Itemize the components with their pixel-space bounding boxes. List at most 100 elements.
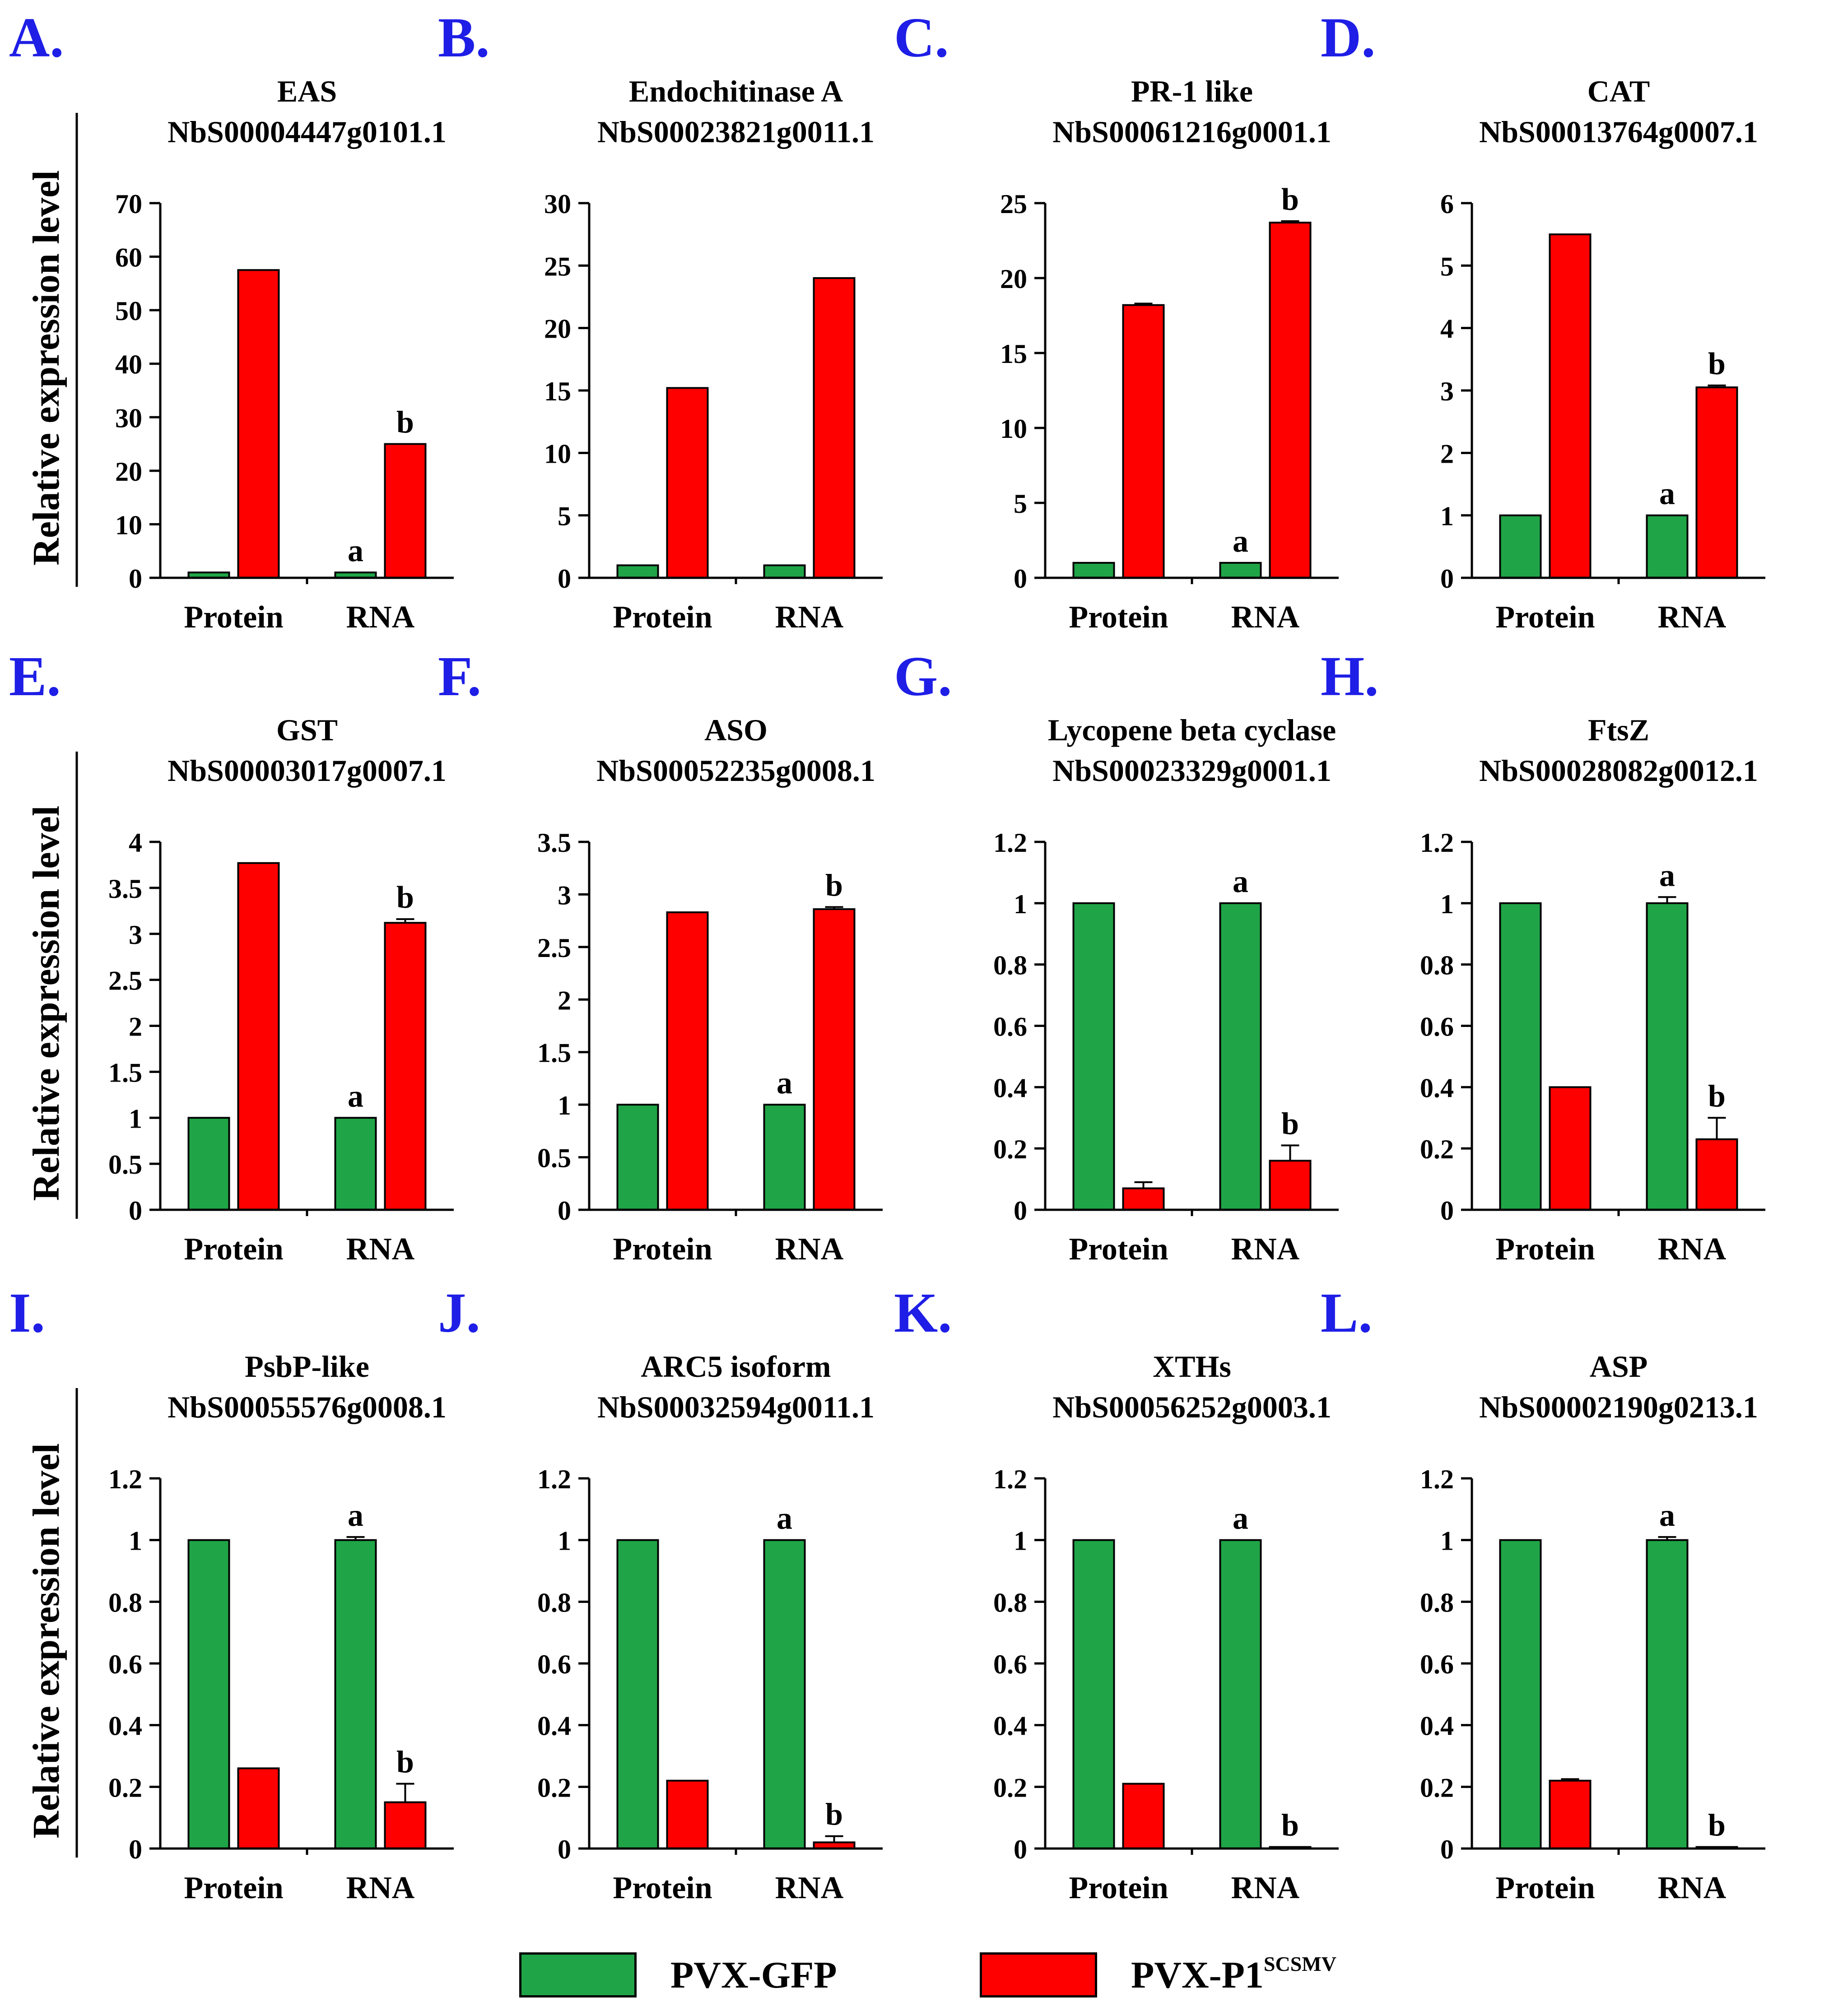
y-axis-title-row-2: Relative expression level — [25, 806, 67, 1201]
bar-d-rna-pvx-p1 — [1695, 386, 1738, 579]
panel-letter-f: F. — [438, 646, 481, 708]
x-tick-label-b: RNA — [775, 600, 844, 635]
bar-b-rna-pvx-p1 — [813, 277, 856, 579]
legend-label-pvx-gfp: PVX-GFP — [670, 1954, 837, 1996]
bar-b-protein-pvx-gfp — [616, 564, 659, 579]
y-tick-label-a: 0 — [129, 564, 142, 594]
x-tick-label-d: RNA — [1658, 600, 1727, 635]
bar-g-rna-pvx-p1 — [1269, 1160, 1312, 1211]
bar-f-protein-pvx-p1 — [666, 911, 709, 1211]
bar-a-rna-pvx-p1 — [384, 443, 427, 579]
x-tick-label-f: RNA — [775, 1232, 844, 1267]
chart-title-i: PsbP-like — [245, 1349, 369, 1384]
y-tick-label-d: 3 — [1440, 376, 1454, 406]
x-tick-label-k: Protein — [1069, 1871, 1168, 1905]
x-tick-label-j: RNA — [775, 1871, 844, 1905]
chart-subtitle-k: NbS00056252g0003.1 — [1052, 1390, 1331, 1424]
y-tick-label-a: 50 — [115, 296, 142, 326]
y-tick-label-d: 4 — [1440, 314, 1454, 344]
y-tick-label-e: 3.5 — [108, 874, 142, 904]
bar-c-protein-pvx-p1 — [1122, 304, 1165, 579]
y-tick-label-e: 4 — [129, 828, 142, 858]
chart-title-e: GST — [276, 713, 338, 747]
y-tick-label-f: 3.5 — [537, 828, 571, 858]
y-tick-label-a: 70 — [115, 189, 142, 219]
bar-f-rna-pvx-p1 — [813, 908, 856, 1211]
y-tick-label-c: 0 — [1014, 564, 1027, 594]
panel-letter-d: D. — [1321, 7, 1376, 69]
bar-a-protein-pvx-p1 — [237, 269, 280, 579]
bar-k-protein-pvx-p1 — [1122, 1783, 1165, 1849]
x-tick-label-g: RNA — [1231, 1232, 1300, 1267]
y-tick-label-a: 10 — [115, 510, 142, 540]
y-tick-label-i: 1.2 — [108, 1464, 142, 1494]
y-tick-label-i: 1 — [129, 1526, 142, 1556]
y-tick-label-f: 1 — [558, 1091, 571, 1120]
significance-label-h: b — [1708, 1079, 1726, 1114]
chart-subtitle-a: NbS00004447g0101.1 — [168, 115, 447, 149]
y-tick-label-h: 0 — [1440, 1196, 1454, 1226]
panel-letter-i: I. — [9, 1282, 45, 1344]
y-tick-label-b: 25 — [544, 251, 571, 281]
bar-g-protein-pvx-gfp — [1072, 902, 1115, 1211]
significance-label-c: b — [1281, 182, 1299, 217]
y-tick-label-f: 0.5 — [537, 1143, 571, 1173]
significance-label-g: b — [1281, 1106, 1299, 1141]
bar-d-protein-pvx-gfp — [1499, 514, 1542, 579]
y-tick-label-e: 3 — [129, 920, 142, 950]
chart-subtitle-d: NbS00013764g0007.1 — [1479, 115, 1758, 149]
bar-g-rna-pvx-gfp — [1219, 902, 1262, 1211]
significance-label-l: a — [1659, 1498, 1675, 1533]
y-tick-label-l: 1.2 — [1420, 1464, 1454, 1494]
x-tick-label-a: RNA — [346, 600, 415, 635]
y-tick-label-j: 1.2 — [537, 1464, 571, 1494]
bar-d-rna-pvx-gfp — [1646, 514, 1689, 579]
significance-label-h: a — [1659, 858, 1675, 893]
y-tick-label-c: 25 — [1000, 189, 1027, 219]
y-tick-label-b: 5 — [558, 502, 571, 531]
bar-h-protein-pvx-gfp — [1499, 902, 1542, 1211]
y-tick-label-i: 0.4 — [108, 1711, 142, 1741]
panel-letter-g: G. — [894, 646, 952, 708]
x-tick-label-l: RNA — [1658, 1871, 1727, 1905]
x-tick-label-c: Protein — [1069, 600, 1168, 635]
y-tick-label-h: 1.2 — [1420, 828, 1454, 858]
legend: PVX-GFP PVX-P1SCSMV — [519, 1941, 1829, 2009]
bar-b-rna-pvx-gfp — [763, 564, 806, 579]
y-tick-label-k: 0 — [1014, 1835, 1027, 1864]
y-tick-label-g: 0 — [1014, 1196, 1027, 1226]
y-tick-label-e: 1 — [129, 1104, 142, 1133]
y-tick-label-d: 5 — [1440, 251, 1454, 281]
bar-h-protein-pvx-p1 — [1549, 1086, 1592, 1211]
bar-l-protein-pvx-gfp — [1499, 1539, 1542, 1850]
x-tick-label-k: RNA — [1231, 1871, 1300, 1905]
bar-j-protein-pvx-gfp — [616, 1539, 659, 1850]
significance-label-d: a — [1659, 477, 1675, 511]
bar-i-rna-pvx-p1 — [384, 1801, 427, 1849]
y-tick-label-a: 20 — [115, 457, 142, 487]
x-tick-label-e: Protein — [184, 1232, 283, 1267]
y-tick-label-k: 0.6 — [993, 1649, 1027, 1679]
chart-title-f: ASO — [704, 713, 768, 747]
significance-label-d: b — [1708, 347, 1726, 381]
y-tick-label-g: 1 — [1014, 889, 1027, 919]
bar-h-rna-pvx-p1 — [1695, 1138, 1738, 1211]
y-tick-label-e: 0.5 — [108, 1150, 142, 1180]
chart-title-a: EAS — [277, 74, 337, 108]
y-tick-label-b: 15 — [544, 376, 571, 406]
y-tick-label-k: 0.8 — [993, 1588, 1027, 1617]
chart-subtitle-j: NbS00032594g0011.1 — [597, 1390, 875, 1424]
y-tick-label-a: 30 — [115, 403, 142, 433]
y-tick-label-a: 40 — [115, 350, 142, 380]
y-tick-label-b: 20 — [544, 314, 571, 344]
significance-label-g: a — [1233, 864, 1248, 899]
y-tick-label-f: 3 — [558, 880, 571, 910]
y-tick-label-h: 0.8 — [1420, 951, 1454, 980]
bar-b-protein-pvx-p1 — [666, 387, 709, 579]
y-tick-label-l: 0.2 — [1420, 1773, 1454, 1802]
y-tick-label-e: 2 — [129, 1012, 142, 1042]
y-tick-label-h: 1 — [1440, 889, 1454, 919]
legend-label-pvx-p1-main: PVX-P1 — [1131, 1954, 1264, 1996]
significance-label-j: b — [825, 1798, 843, 1832]
